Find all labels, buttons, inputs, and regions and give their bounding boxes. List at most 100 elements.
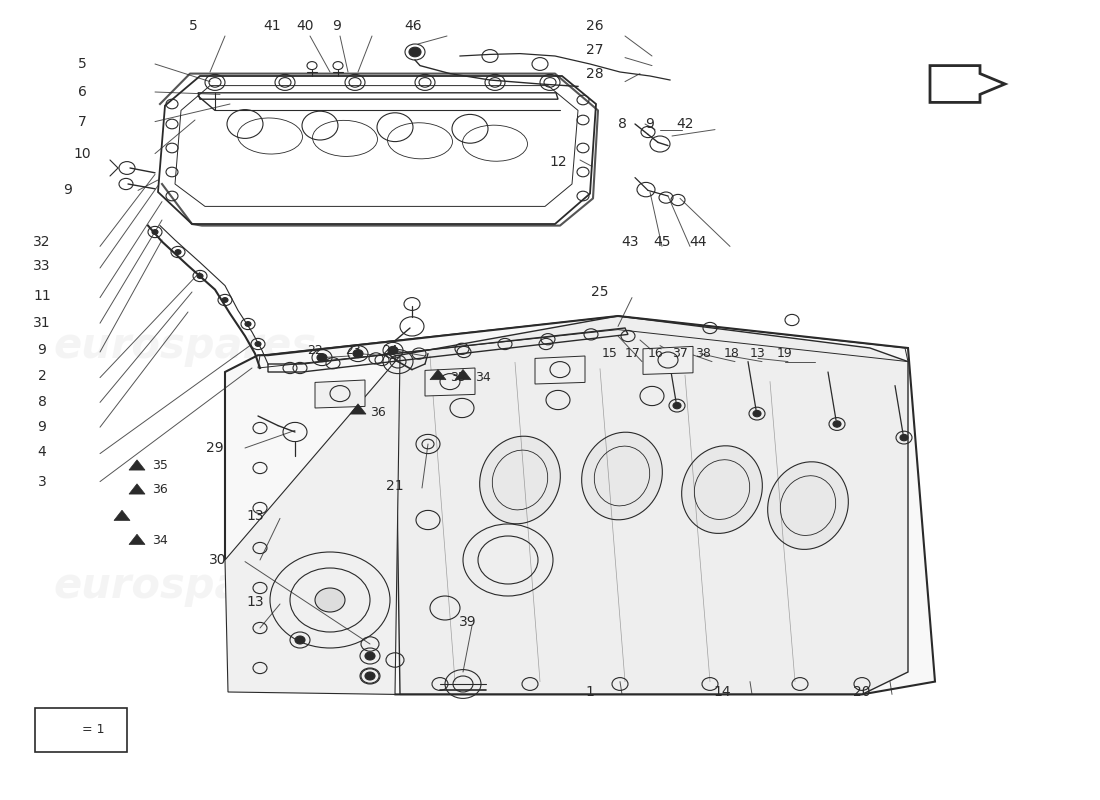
Text: 1: 1: [585, 685, 594, 699]
Text: 43: 43: [621, 234, 639, 249]
Text: 22: 22: [307, 344, 323, 357]
Text: 14: 14: [713, 685, 730, 699]
Text: 8: 8: [37, 394, 46, 409]
Circle shape: [365, 672, 375, 680]
Circle shape: [295, 636, 305, 644]
Circle shape: [900, 434, 908, 441]
Text: 24: 24: [382, 344, 398, 357]
Text: 9: 9: [37, 343, 46, 358]
Polygon shape: [226, 316, 935, 694]
Text: 7: 7: [78, 114, 87, 129]
Circle shape: [222, 298, 228, 302]
Text: 32: 32: [33, 234, 51, 249]
Text: 12: 12: [549, 154, 566, 169]
Text: 16: 16: [648, 347, 664, 360]
Text: 23: 23: [345, 344, 361, 357]
Polygon shape: [226, 356, 400, 694]
Circle shape: [245, 322, 251, 326]
Circle shape: [175, 250, 182, 254]
Circle shape: [754, 410, 761, 417]
Text: 13: 13: [750, 347, 766, 360]
Circle shape: [317, 354, 327, 362]
Text: 13: 13: [246, 594, 264, 609]
Text: 34: 34: [475, 371, 491, 384]
Text: 45: 45: [653, 234, 671, 249]
Text: 28: 28: [586, 66, 604, 81]
Text: 40: 40: [296, 18, 314, 33]
Text: 44: 44: [690, 234, 706, 249]
Text: 10: 10: [74, 146, 91, 161]
Text: 30: 30: [209, 553, 227, 567]
Circle shape: [255, 342, 261, 346]
Text: 25: 25: [592, 285, 608, 299]
Text: eurospares: eurospares: [433, 325, 696, 366]
Text: eurospares: eurospares: [54, 565, 317, 606]
Text: 20: 20: [854, 685, 871, 699]
Text: 31: 31: [33, 316, 51, 330]
Text: 35: 35: [152, 459, 168, 472]
Polygon shape: [129, 534, 145, 545]
Text: 35: 35: [450, 371, 466, 384]
Text: 41: 41: [263, 18, 280, 33]
Polygon shape: [315, 380, 365, 408]
Polygon shape: [430, 370, 446, 380]
Text: 13: 13: [246, 509, 264, 523]
Polygon shape: [114, 510, 130, 521]
Ellipse shape: [768, 462, 848, 550]
Circle shape: [409, 47, 421, 57]
Ellipse shape: [582, 432, 662, 520]
Polygon shape: [455, 370, 471, 380]
Polygon shape: [930, 66, 1005, 102]
Text: 9: 9: [64, 183, 73, 198]
Text: 5: 5: [78, 57, 87, 71]
Circle shape: [833, 421, 842, 427]
Polygon shape: [350, 404, 366, 414]
Bar: [35, 708, 127, 752]
Text: eurospares: eurospares: [54, 325, 317, 366]
Polygon shape: [129, 484, 145, 494]
Text: 34: 34: [152, 534, 168, 546]
Text: 33: 33: [33, 258, 51, 273]
Circle shape: [315, 588, 345, 612]
Text: 36: 36: [370, 406, 386, 418]
Polygon shape: [425, 368, 475, 396]
Ellipse shape: [682, 446, 762, 534]
Text: 9: 9: [37, 420, 46, 434]
Text: 37: 37: [672, 347, 688, 360]
Text: 19: 19: [777, 347, 793, 360]
Circle shape: [388, 346, 398, 354]
Circle shape: [365, 652, 375, 660]
Text: 2: 2: [37, 369, 46, 383]
Text: 4: 4: [37, 445, 46, 459]
Text: 36: 36: [152, 483, 168, 496]
Text: 29: 29: [206, 441, 223, 455]
Text: 26: 26: [586, 18, 604, 33]
Text: 42: 42: [676, 117, 694, 131]
Text: eurospares: eurospares: [433, 565, 696, 606]
Text: 17: 17: [625, 347, 641, 360]
Polygon shape: [395, 316, 908, 694]
Circle shape: [353, 350, 363, 358]
Text: 8: 8: [617, 117, 626, 131]
Polygon shape: [129, 460, 145, 470]
Ellipse shape: [480, 436, 560, 524]
Text: 9: 9: [332, 18, 341, 33]
Text: 21: 21: [386, 479, 404, 494]
Text: 5: 5: [188, 18, 197, 33]
Polygon shape: [535, 356, 585, 384]
Text: 27: 27: [586, 42, 604, 57]
Text: 38: 38: [695, 347, 711, 360]
Text: 9: 9: [646, 117, 654, 131]
Text: 11: 11: [33, 289, 51, 303]
Text: 18: 18: [724, 347, 740, 360]
Text: 6: 6: [78, 85, 87, 99]
Polygon shape: [158, 76, 596, 224]
Polygon shape: [50, 724, 66, 734]
Text: 3: 3: [37, 474, 46, 489]
Text: 39: 39: [459, 615, 476, 630]
Circle shape: [673, 402, 681, 409]
Text: 46: 46: [404, 18, 421, 33]
Circle shape: [197, 274, 204, 278]
Polygon shape: [644, 346, 693, 374]
Circle shape: [152, 230, 158, 234]
